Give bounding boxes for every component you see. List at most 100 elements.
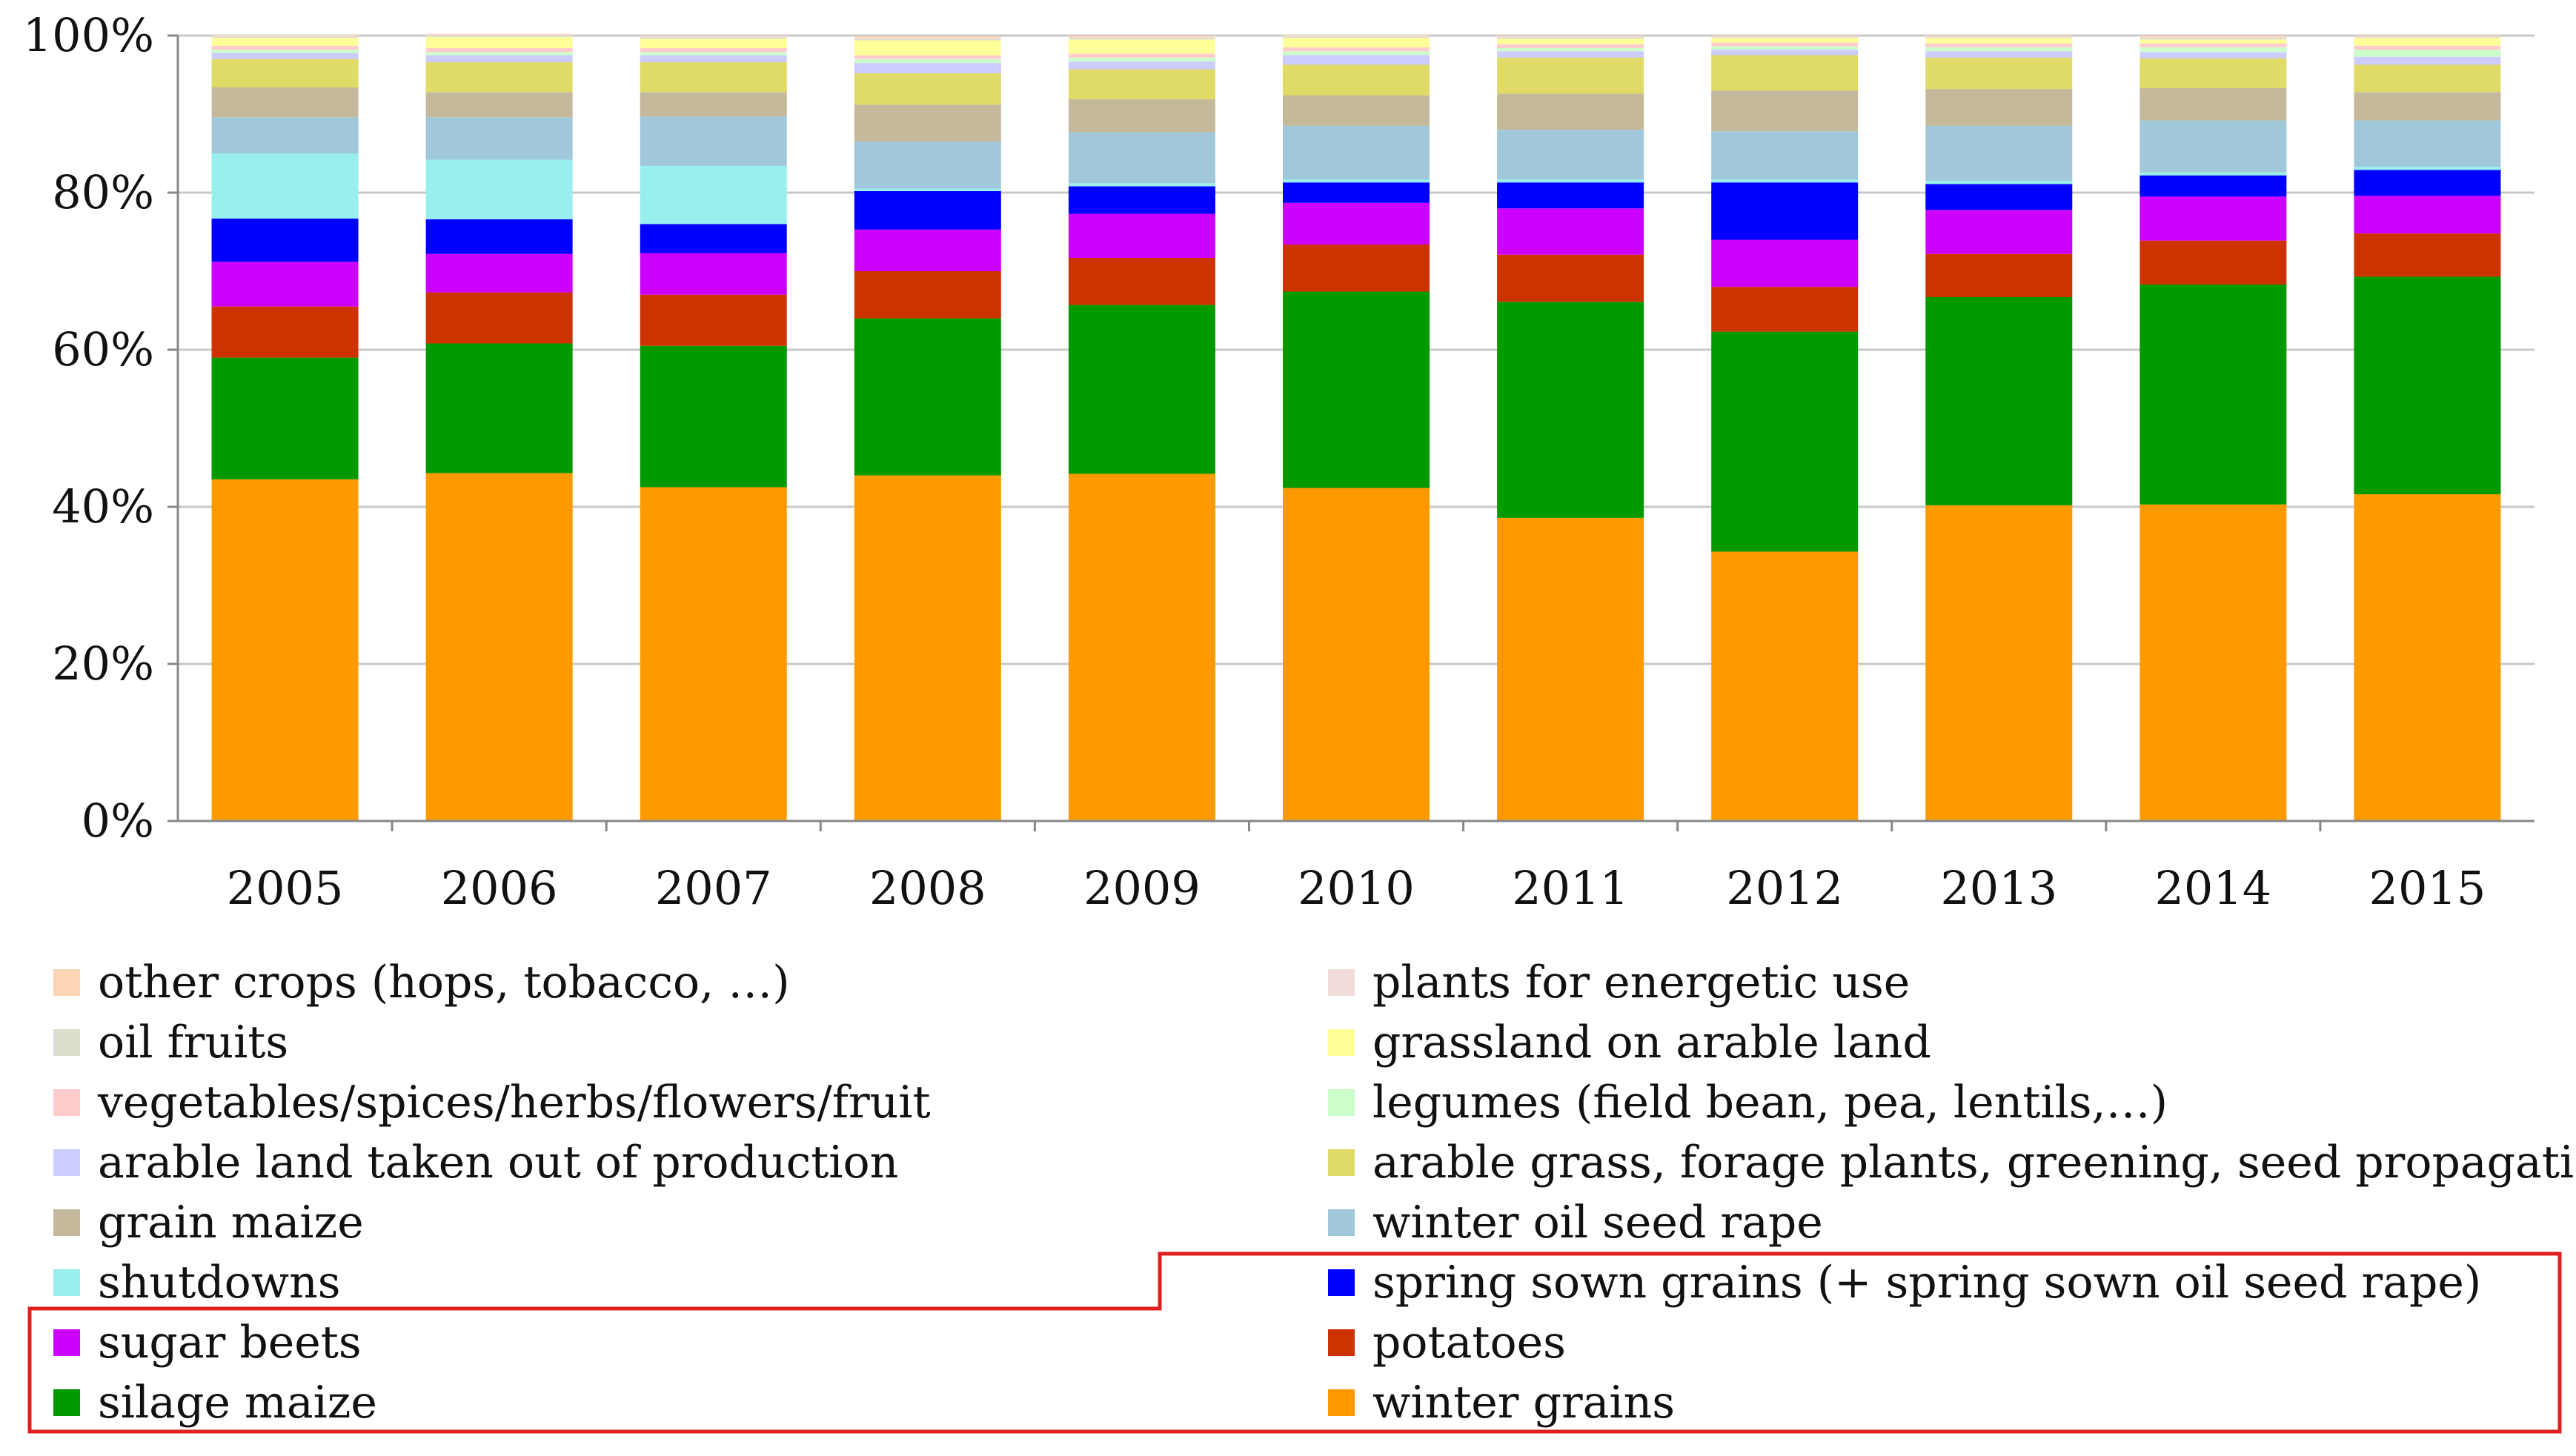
legend-swatch <box>1328 1149 1355 1176</box>
bar-segment <box>425 292 573 344</box>
y-tick-label: 100% <box>23 8 154 62</box>
bar-segment <box>1068 99 1215 133</box>
bar-segment <box>640 487 787 821</box>
bar-segment <box>2354 37 2501 39</box>
bar-segment <box>1283 202 1430 245</box>
legend-swatch <box>1328 1209 1355 1236</box>
bar-segment <box>1283 125 1430 179</box>
bar-segment <box>1925 57 2073 90</box>
bar-segment <box>211 153 359 219</box>
bar-segment <box>1283 488 1430 821</box>
bar-segment <box>1068 69 1215 99</box>
bar-segment <box>2354 50 2501 57</box>
x-tick-label: 2008 <box>869 861 986 915</box>
bar-segment <box>1068 38 1215 40</box>
bar-segment <box>1283 64 1430 96</box>
bar-segment <box>640 55 787 63</box>
bar-segment <box>425 47 573 53</box>
bar-segment <box>854 188 1001 191</box>
legend-label: plants for energetic use <box>1372 957 1910 1008</box>
legend-label: potatoes <box>1372 1317 1566 1369</box>
bar-segment <box>1283 291 1430 488</box>
bar-segment <box>1068 36 1215 38</box>
bar-segment <box>2354 120 2501 167</box>
bar-segment <box>211 50 359 53</box>
bar-segment <box>1497 37 1644 39</box>
bar-segment <box>1711 55 1859 91</box>
legend-label: shutdowns <box>98 1257 341 1309</box>
bar-segment <box>1711 239 1859 287</box>
legend-label: arable grass, forage plants, greening, s… <box>1372 1137 2576 1189</box>
bar-segment <box>1711 38 1859 43</box>
bar-segment <box>1283 179 1430 183</box>
bar-segment <box>425 117 573 160</box>
bar-segment <box>2140 38 2287 40</box>
bar-segment <box>2354 38 2501 46</box>
bar-segment <box>1497 57 1644 94</box>
y-tick-label: 60% <box>52 322 154 376</box>
bar-segment <box>1925 253 2073 297</box>
bar-segment <box>854 73 1001 105</box>
bar-segment <box>211 357 359 479</box>
bar-segment <box>1283 55 1430 65</box>
bar-segment <box>211 306 359 358</box>
bar-segment <box>2140 52 2287 59</box>
bar-segment <box>2354 276 2501 495</box>
bar-segment <box>640 165 787 225</box>
bar-segment <box>1711 182 1859 240</box>
bar-segment <box>425 62 573 93</box>
legend-label: other crops (hops, tobacco, …) <box>98 957 790 1008</box>
bar-segment <box>211 218 359 262</box>
bar-segment <box>1068 61 1215 70</box>
bar-segment <box>854 318 1001 476</box>
bar-segment <box>1068 257 1215 305</box>
bar-segment <box>640 345 787 488</box>
bar-segment <box>1497 39 1644 44</box>
bar-segment <box>854 142 1001 189</box>
bar-segment <box>425 36 573 38</box>
bar-segment <box>854 63 1001 73</box>
legend-swatch <box>53 1269 80 1296</box>
bar-segment <box>1283 244 1430 292</box>
legend-swatch <box>1328 1029 1355 1056</box>
bar-segment <box>2354 170 2501 196</box>
legend-swatch <box>53 969 80 996</box>
bar-segment <box>425 473 573 821</box>
bar-segment <box>2354 36 2501 38</box>
x-tick-label: 2011 <box>1512 861 1629 915</box>
bar-segment <box>2140 47 2287 53</box>
bar-segment <box>1497 51 1644 58</box>
bar-segment <box>211 34 359 36</box>
bar-segment <box>854 39 1001 41</box>
bar-segment <box>2140 88 2287 121</box>
bar-segment <box>1283 47 1430 52</box>
bar-segment <box>1068 132 1215 184</box>
bar-segment <box>854 38 1001 39</box>
bar-segment <box>640 92 787 117</box>
bar-segment <box>2140 196 2287 241</box>
bar-segment <box>1068 473 1215 821</box>
bar-segment <box>211 53 359 59</box>
bar-segment <box>211 87 359 118</box>
bar-segment <box>425 33 573 35</box>
bar-segment <box>2140 120 2287 173</box>
bar-segment <box>1283 36 1430 39</box>
bar-segment <box>1068 305 1215 474</box>
bar-segment <box>2354 45 2501 50</box>
y-tick-label: 80% <box>52 165 154 219</box>
bar-segment <box>640 253 787 295</box>
legend-swatch <box>1328 1389 1355 1416</box>
bar-segment <box>1497 179 1644 183</box>
bar-segment <box>1711 50 1859 56</box>
bar-segment <box>640 116 787 166</box>
legend-swatch <box>53 1209 80 1236</box>
x-tick-label: 2009 <box>1083 861 1201 915</box>
bar-segment <box>1283 95 1430 126</box>
legend-swatch <box>53 1329 80 1356</box>
bar-segment <box>1925 36 2073 38</box>
bar-segment <box>425 34 573 36</box>
legend: other crops (hops, tobacco, …) plants for… <box>27 957 2576 1434</box>
bar-segment <box>2354 64 2501 93</box>
legend-label: vegetables/spices/herbs/flowers/fruit <box>97 1077 931 1128</box>
bar-segment <box>1068 183 1215 187</box>
